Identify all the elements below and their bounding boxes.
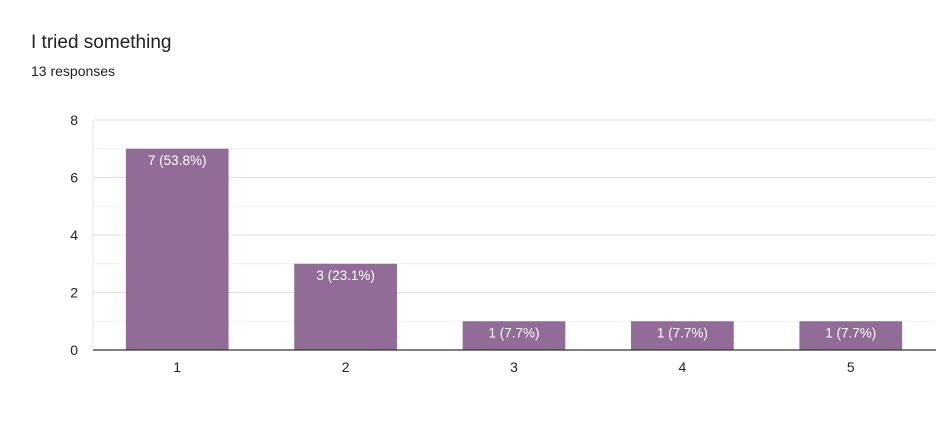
y-tick-label: 6 bbox=[70, 170, 78, 186]
x-tick-label: 4 bbox=[679, 359, 687, 375]
axes bbox=[92, 120, 936, 351]
bar-1 bbox=[125, 148, 229, 350]
chart-title: I tried something bbox=[31, 32, 172, 53]
bar-4 bbox=[631, 321, 734, 350]
bar-3 bbox=[462, 321, 566, 350]
y-tick-label: 2 bbox=[70, 285, 78, 301]
x-tick-label: 1 bbox=[173, 359, 181, 375]
data-label-5: 1 (7.7%) bbox=[825, 325, 876, 340]
x-tick-label: 2 bbox=[342, 359, 350, 375]
grid-lines bbox=[93, 119, 935, 322]
y-tick-label: 0 bbox=[70, 342, 78, 358]
x-axis-ticks: 1 2 3 4 5 bbox=[173, 359, 855, 375]
bar-2 bbox=[294, 263, 397, 350]
data-label-1: 7 (53.8%) bbox=[148, 153, 207, 168]
data-label-3: 1 (7.7%) bbox=[488, 325, 539, 340]
x-tick-label: 5 bbox=[847, 359, 855, 375]
y-tick-label: 8 bbox=[70, 112, 78, 128]
bar-data-labels: 7 (53.8%) 3 (23.1%) 1 (7.7%) 1 (7.7%) 1 (7.7… bbox=[148, 153, 876, 341]
x-tick-label: 3 bbox=[510, 359, 518, 375]
y-axis-ticks: 0 2 4 6 8 bbox=[70, 112, 78, 358]
data-label-4: 1 (7.7%) bbox=[657, 325, 708, 340]
y-tick-label: 4 bbox=[70, 227, 78, 243]
bars bbox=[125, 148, 903, 350]
response-count: 13 responses bbox=[31, 63, 116, 79]
data-label-2: 3 (23.1%) bbox=[316, 268, 375, 283]
bar-5 bbox=[799, 321, 903, 350]
